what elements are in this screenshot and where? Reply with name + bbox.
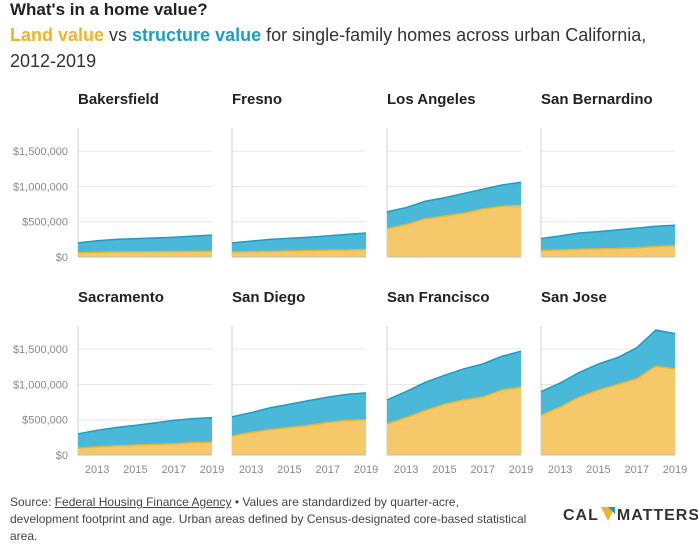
structure-value-area xyxy=(232,392,366,436)
land-value-line xyxy=(77,250,213,254)
x-tick-label: 2017 xyxy=(624,464,648,476)
structure-value-line xyxy=(231,392,367,418)
land-value-area xyxy=(78,442,212,455)
x-tick-label: 2013 xyxy=(85,464,109,476)
subtitle-structure-value: structure value xyxy=(132,25,262,45)
x-tick-label: 2013 xyxy=(548,464,572,476)
x-tick-label: 2017 xyxy=(470,464,494,476)
subtitle-vs: vs xyxy=(104,25,133,45)
land-value-area xyxy=(541,366,675,455)
small-multiples-chart: Bakersfield $0 $500,000 $1,000,000 $1,500,00… xyxy=(13,91,687,476)
land-value-area xyxy=(232,419,366,455)
structure-value-area xyxy=(232,233,366,253)
calmatters-logo: CAL MATTERS xyxy=(563,507,698,525)
y-tick-label: $0 xyxy=(56,450,68,462)
y-tick-label: $500,000 xyxy=(22,415,68,427)
chart-title: What's in a home value? xyxy=(10,0,208,19)
structure-value-area xyxy=(387,351,521,424)
x-tick-label: 2015 xyxy=(277,464,301,476)
land-value-line xyxy=(77,441,213,449)
land-value-area xyxy=(541,245,675,257)
panel-title: Sacramento xyxy=(78,289,164,306)
x-tick-label: 2015 xyxy=(432,464,456,476)
source-label: Source: xyxy=(10,495,55,509)
land-value-area xyxy=(387,205,521,257)
y-tick-label: $1,500,000 xyxy=(13,146,68,158)
land-value-line xyxy=(540,244,676,252)
logo-left-text: CAL xyxy=(563,507,599,524)
land-value-line xyxy=(386,204,522,230)
x-tick-label: 2015 xyxy=(586,464,610,476)
source-link[interactable]: Federal Housing Finance Agency xyxy=(54,495,232,509)
subtitle-land-value: Land value xyxy=(10,25,105,45)
structure-value-area xyxy=(541,330,675,416)
land-value-line xyxy=(386,386,522,425)
logo-mark-icon xyxy=(600,507,615,521)
x-tick-label: 2019 xyxy=(663,464,687,476)
panel-title: Los Angeles xyxy=(387,91,476,108)
chart-subtitle: Land value vs structure value for single… xyxy=(10,22,680,74)
x-tick-label: 2017 xyxy=(315,464,339,476)
panel-title: San Bernardino xyxy=(541,91,653,108)
y-tick-label: $1,000,000 xyxy=(13,181,68,193)
structure-value-line xyxy=(231,232,367,244)
land-value-line xyxy=(231,418,367,437)
panel-title: Bakersfield xyxy=(78,91,159,108)
y-tick-label: $500,000 xyxy=(22,217,68,229)
structure-value-area xyxy=(387,182,521,229)
land-value-area xyxy=(387,387,521,455)
x-tick-label: 2015 xyxy=(123,464,147,476)
panel-title: San Diego xyxy=(232,289,305,306)
structure-value-line xyxy=(540,224,676,240)
logo-right-text: MATTERS xyxy=(616,507,698,524)
structure-value-line xyxy=(77,234,213,244)
y-tick-label: $1,500,000 xyxy=(13,344,68,356)
x-tick-label: 2017 xyxy=(161,464,185,476)
structure-value-area xyxy=(78,235,212,253)
x-tick-label: 2019 xyxy=(354,464,378,476)
panel-title: Fresno xyxy=(232,91,282,108)
structure-value-area xyxy=(78,417,212,448)
subtitle-rest: for single-family homes across urban Cal… xyxy=(10,25,647,71)
y-tick-label: $1,000,000 xyxy=(13,379,68,391)
structure-value-area xyxy=(541,225,675,251)
footnote-text: • Values are standardized by quarter-acr… xyxy=(10,495,527,543)
x-tick-label: 2013 xyxy=(394,464,418,476)
source-note: Source: Federal Housing Finance Agency •… xyxy=(10,494,530,545)
structure-value-line xyxy=(386,350,522,401)
x-tick-label: 2019 xyxy=(200,464,224,476)
land-value-line xyxy=(231,248,367,253)
panel-title: San Francisco xyxy=(387,289,490,306)
structure-value-line xyxy=(386,181,522,213)
land-value-line xyxy=(540,365,676,417)
x-tick-label: 2013 xyxy=(239,464,263,476)
structure-value-line xyxy=(540,329,676,393)
structure-value-line xyxy=(77,416,213,435)
y-tick-label: $0 xyxy=(56,252,68,264)
land-value-area xyxy=(232,249,366,257)
panel-title: San Jose xyxy=(541,289,607,306)
x-tick-label: 2019 xyxy=(509,464,533,476)
